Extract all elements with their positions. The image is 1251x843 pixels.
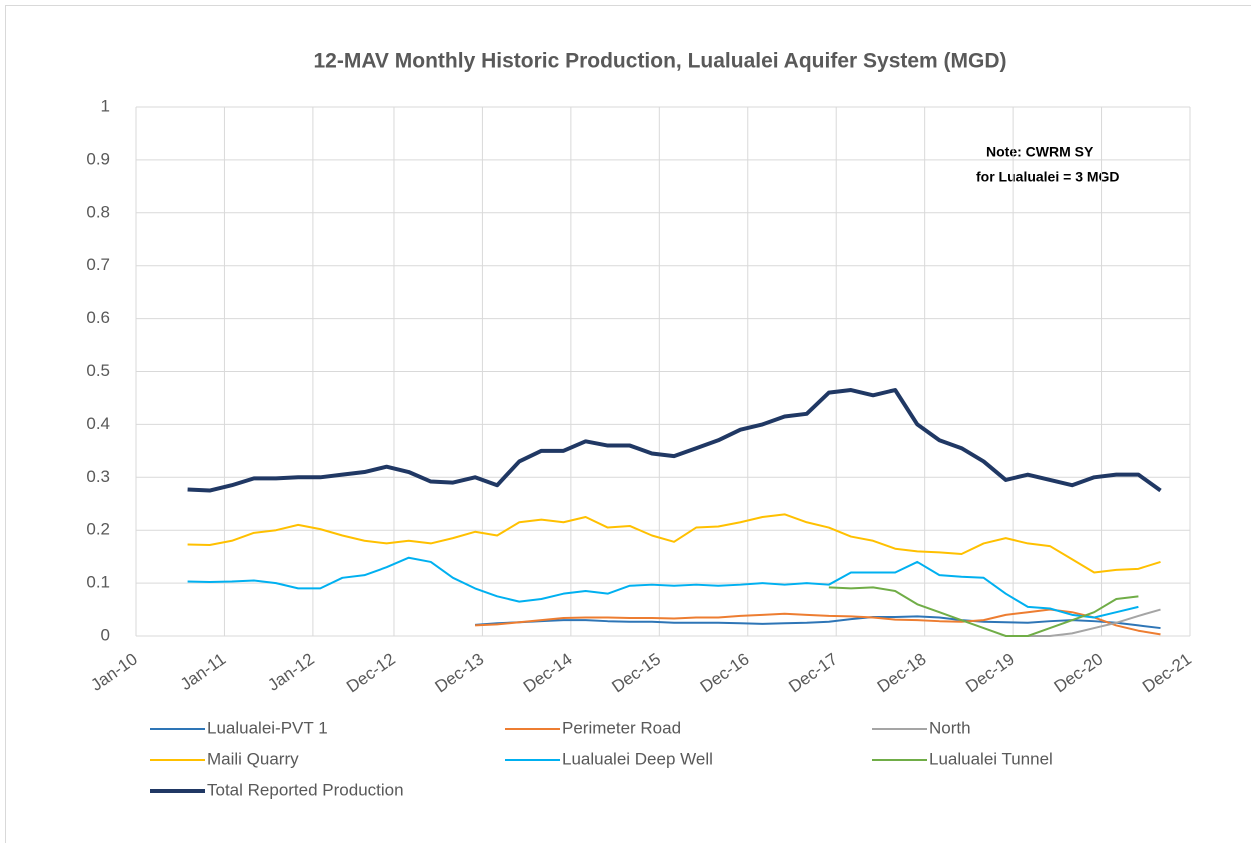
annotation: Note: CWRM SY <box>986 144 1094 160</box>
y-tick-label: 0.7 <box>86 255 110 274</box>
series-line <box>474 615 1161 630</box>
series-line <box>187 513 1161 574</box>
series-line <box>475 608 1161 636</box>
legend-label: Lualualei-PVT 1 <box>207 718 328 737</box>
legend-label: North <box>929 718 971 737</box>
y-tick-label: 0.1 <box>86 573 110 592</box>
series-line <box>187 388 1162 493</box>
chart-title: 12-MAV Monthly Historic Production, Lual… <box>313 50 1006 73</box>
legend-label: Maili Quarry <box>207 749 299 768</box>
annotation: for Lualualei = 3 MGD <box>976 169 1120 185</box>
series-line <box>1005 608 1161 637</box>
y-tick-label: 0.5 <box>86 361 110 380</box>
legend-label: Lualualei Tunnel <box>929 749 1053 768</box>
legend-label: Lualualei Deep Well <box>562 749 713 768</box>
series-line <box>187 556 1139 619</box>
y-tick-label: 0.4 <box>86 414 110 433</box>
y-tick-label: 1 <box>101 96 110 115</box>
y-tick-label: 0.2 <box>86 520 110 539</box>
y-tick-label: 0.6 <box>86 308 110 327</box>
y-tick-label: 0.9 <box>86 149 110 168</box>
legend-label: Total Reported Production <box>207 780 404 799</box>
y-tick-label: 0 <box>101 625 110 644</box>
legend-label: Perimeter Road <box>562 718 681 737</box>
y-tick-label: 0.8 <box>86 202 110 221</box>
series-line <box>828 586 1139 637</box>
y-tick-label: 0.3 <box>86 467 110 486</box>
